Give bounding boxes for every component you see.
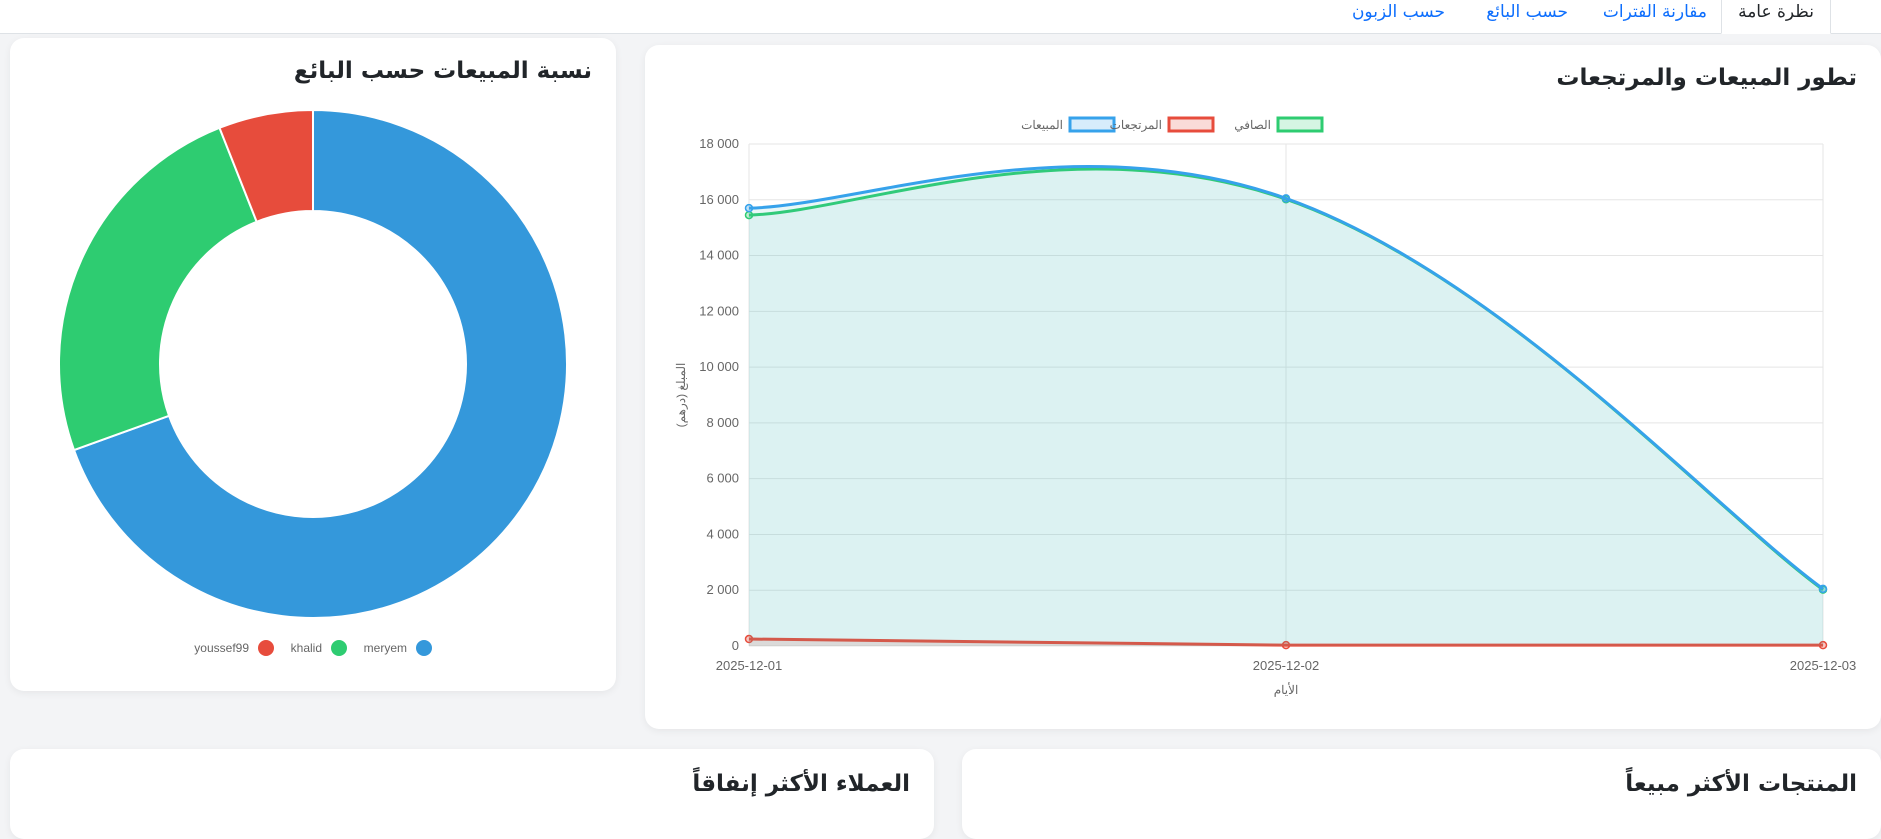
tab-bar: نظرة عامة مقارنة الفترات حسب البائع حسب … (0, 0, 1881, 34)
legend-dot (331, 640, 347, 656)
x-tick-label: 2025-12-01 (716, 658, 783, 673)
pie-slice-khalid (58, 126, 258, 452)
legend-label: youssef99 (194, 641, 249, 655)
data-point (744, 203, 754, 213)
seller-share-title: نسبة المبيعات حسب البائع (293, 58, 592, 84)
seller-share-chart[interactable]: meryem khalid youssef99 (10, 38, 616, 691)
data-point (1281, 194, 1291, 203)
seller-share-card: نسبة المبيعات حسب البائع meryem khalid you… (10, 38, 616, 691)
x-tick-label: 2025-12-03 (1790, 658, 1857, 673)
series-area (749, 166, 1823, 646)
y-tick-label: 2 000 (706, 582, 739, 597)
y-tick-label: 8 000 (706, 415, 739, 430)
legend-swatch (1068, 116, 1116, 133)
y-tick-label: 0 (732, 638, 739, 653)
data-point (744, 634, 754, 644)
legend-label: meryem (364, 641, 407, 655)
series-area (749, 169, 1823, 647)
legend-label: المرتجعات (1110, 118, 1162, 132)
legend-label: khalid (291, 641, 322, 655)
series-area (749, 639, 1823, 646)
tab-by-seller[interactable]: حسب البائع (1486, 0, 1568, 33)
sales-returns-card: تطور المبيعات والمرتجعات 0 2 000 4 000 6 00… (645, 45, 1881, 729)
data-point (1281, 640, 1291, 650)
y-axis-title: المبلغ (درهم) (674, 363, 688, 428)
legend-dot (416, 640, 432, 656)
x-axis-title: الأيام (1274, 682, 1299, 697)
tab-by-customer[interactable]: حسب الزبون (1352, 0, 1445, 33)
top-customers-title: العملاء الأكثر إنفاقاً (692, 771, 910, 797)
series-line (748, 165, 1824, 591)
series-line (748, 637, 1824, 648)
y-tick-label: 14 000 (699, 248, 739, 263)
tab-period-compare-label: مقارنة الفترات (1602, 2, 1707, 22)
legend-swatch (1167, 116, 1215, 133)
top-customers-card: العملاء الأكثر إنفاقاً (10, 749, 934, 839)
top-products-card: المنتجات الأكثر مبيعاً (962, 749, 1881, 839)
legend-dot (258, 640, 274, 656)
sales-returns-chart[interactable]: 0 2 000 4 000 6 000 8 000 10 000 12 000 14 000 1… (645, 45, 1881, 729)
data-point (1818, 584, 1828, 594)
tab-by-customer-label: حسب الزبون (1351, 2, 1445, 22)
y-tick-label: 10 000 (699, 359, 739, 374)
tab-period-compare[interactable]: مقارنة الفترات (1603, 0, 1707, 33)
y-tick-label: 6 000 (706, 471, 739, 486)
y-tick-label: 18 000 (699, 136, 739, 151)
y-tick-label: 12 000 (699, 303, 739, 318)
x-tick-label: 2025-12-02 (1253, 658, 1320, 673)
sales-returns-title: تطور المبيعات والمرتجعات (1556, 65, 1857, 91)
tab-by-seller-label: حسب البائع (1486, 2, 1568, 22)
pie-slice-meryem (72, 108, 568, 619)
tab-overview-label: نظرة عامة (1738, 2, 1814, 22)
legend-swatch (1276, 116, 1324, 133)
pie-slice-youssef99 (218, 108, 314, 224)
y-tick-label: 16 000 (699, 192, 739, 207)
y-tick-label: 4 000 (706, 526, 739, 541)
top-products-title: المنتجات الأكثر مبيعاً (1625, 771, 1857, 797)
tab-overview[interactable]: نظرة عامة (1721, 0, 1831, 34)
legend-label: الصافي (1234, 118, 1271, 132)
data-point (1818, 640, 1828, 650)
legend-label: المبيعات (1021, 118, 1063, 132)
